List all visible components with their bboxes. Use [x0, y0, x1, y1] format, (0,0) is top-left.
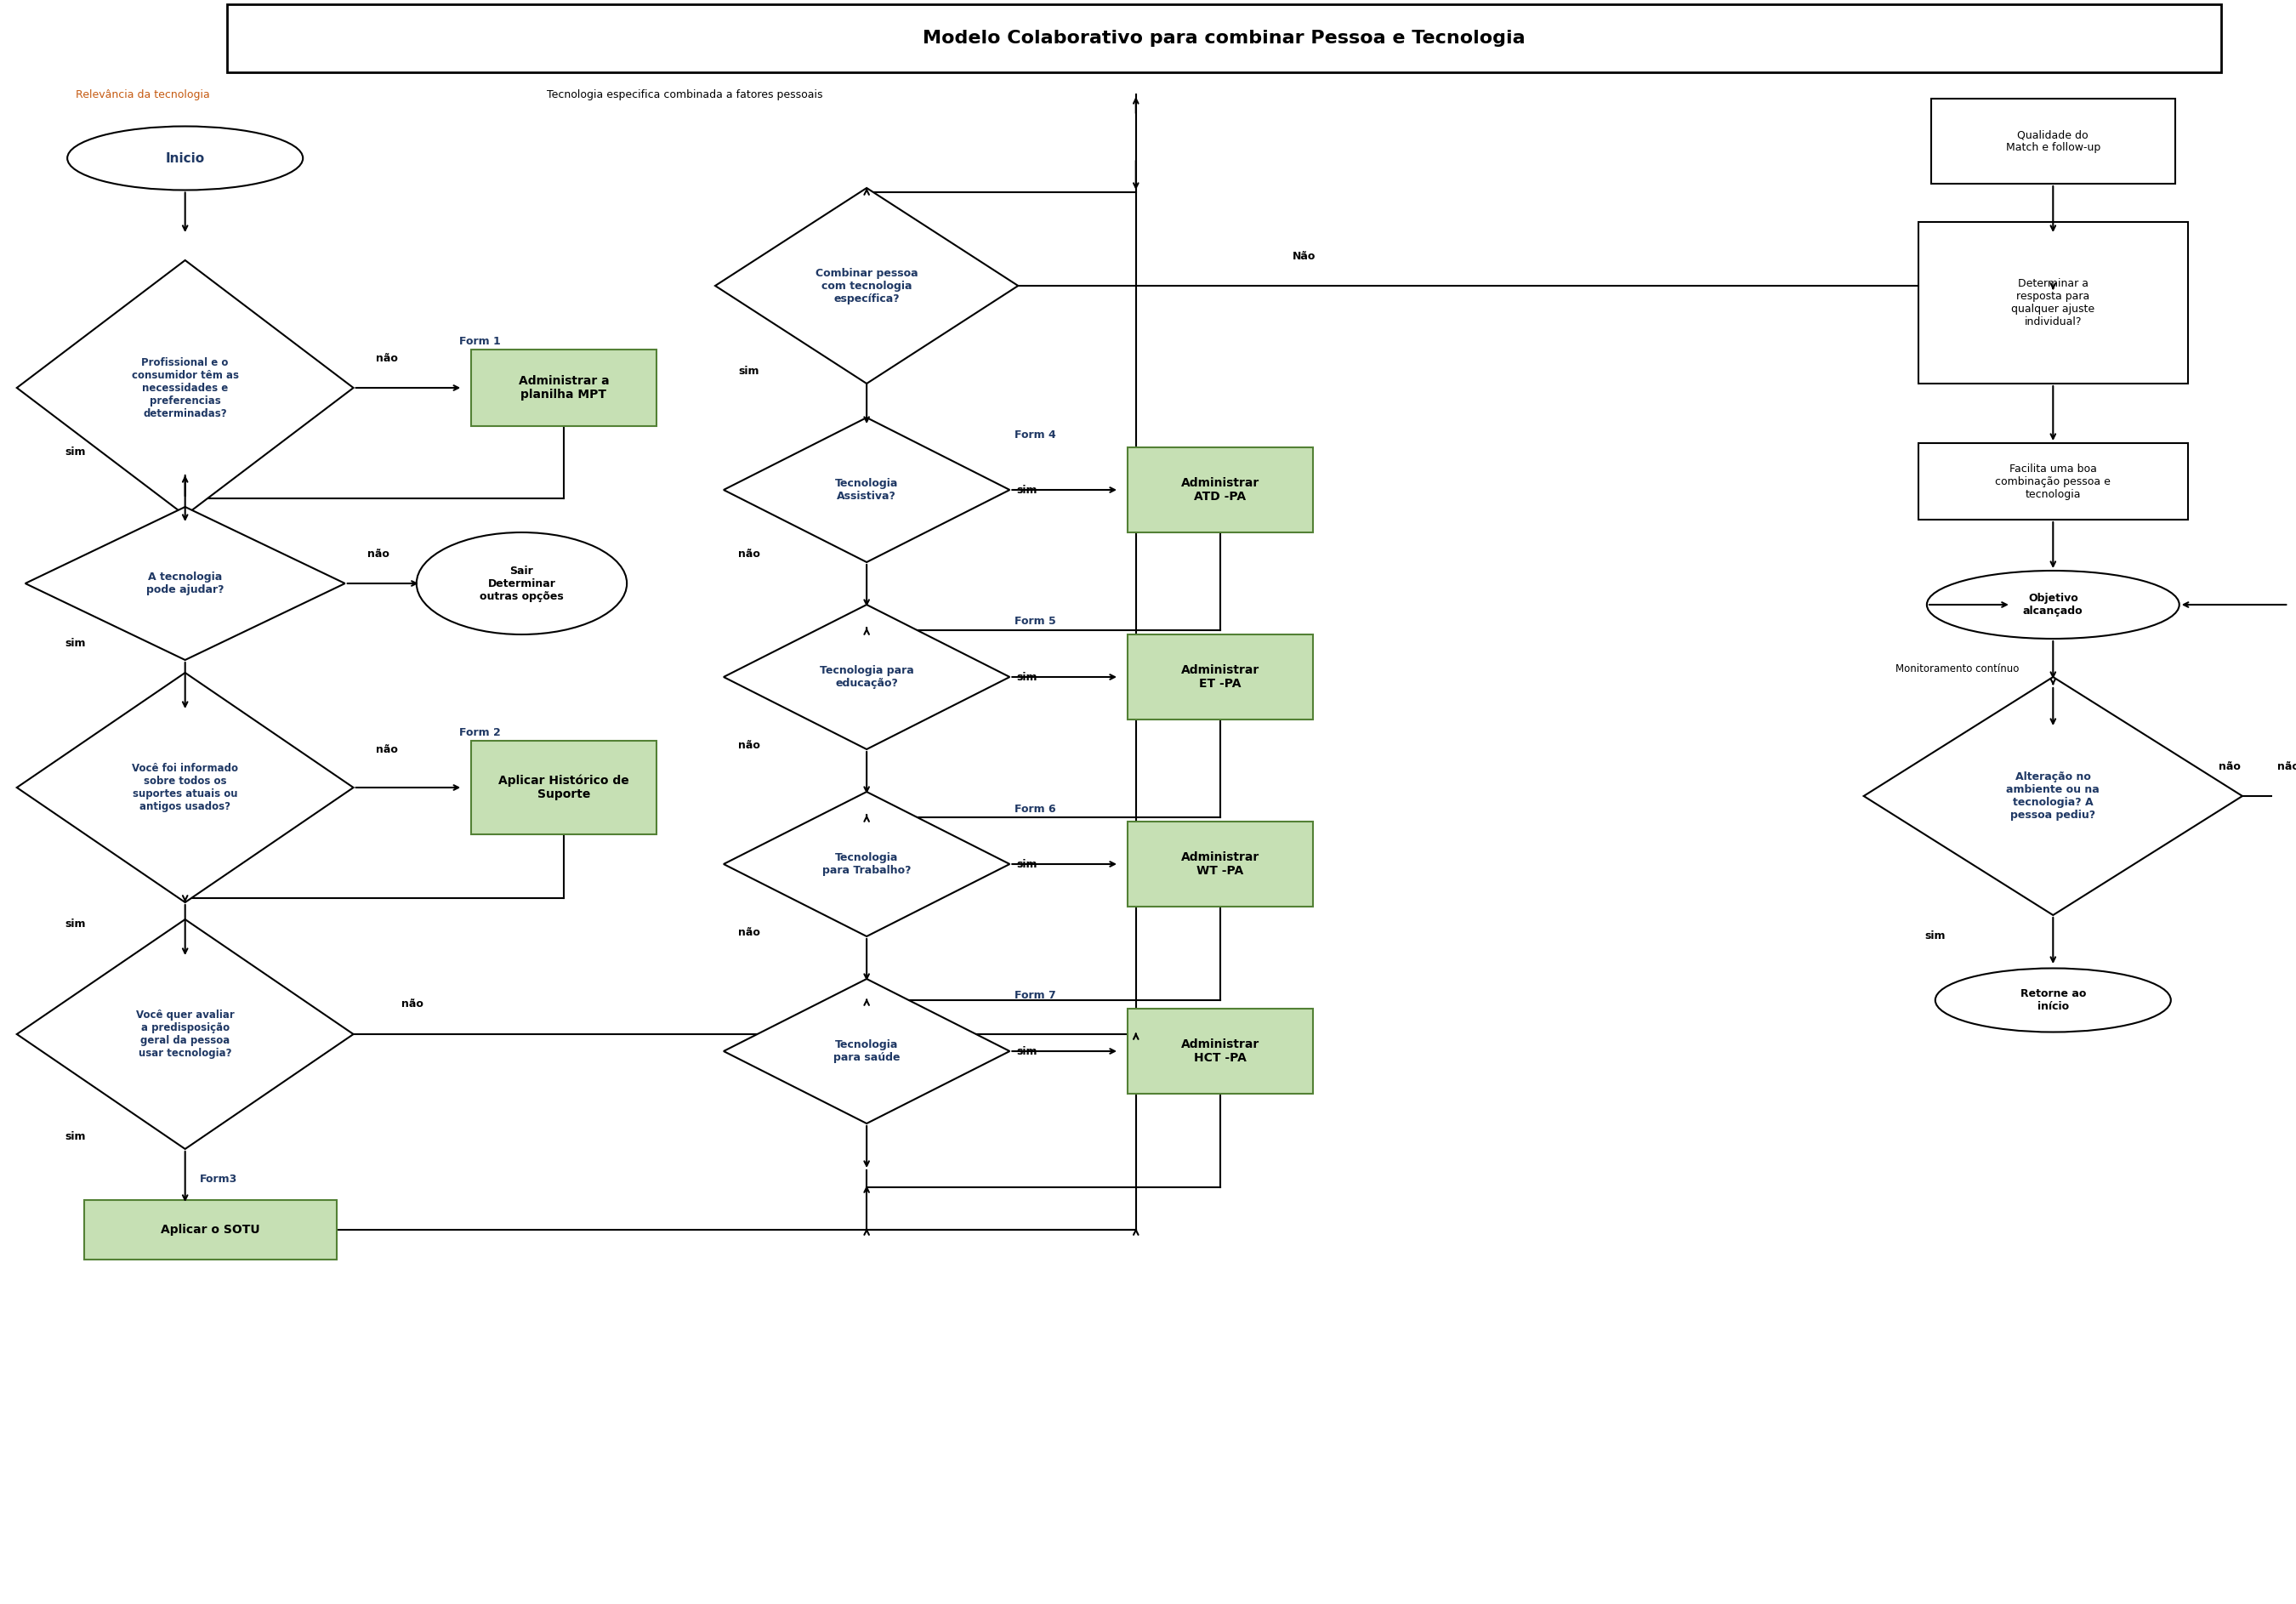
Polygon shape	[25, 507, 344, 659]
Text: Form 5: Form 5	[1015, 616, 1056, 627]
Ellipse shape	[67, 127, 303, 191]
Polygon shape	[723, 978, 1010, 1123]
Text: Modelo Colaborativo para combinar Pessoa e Tecnologia: Modelo Colaborativo para combinar Pessoa…	[923, 30, 1525, 47]
Text: Form3: Form3	[200, 1173, 236, 1184]
Text: Administrar a
planilha MPT: Administrar a planilha MPT	[519, 375, 608, 401]
FancyBboxPatch shape	[1127, 448, 1313, 533]
Text: Tecnologia especifica combinada a fatores pessoais: Tecnologia especifica combinada a fatore…	[546, 88, 822, 99]
Text: Form 2: Form 2	[459, 727, 501, 738]
Text: Monitoramento contínuo: Monitoramento contínuo	[1896, 662, 2020, 674]
Text: não: não	[377, 744, 397, 755]
Polygon shape	[16, 260, 354, 515]
Text: Você quer avaliar
a predisposição
geral da pessoa
usar tecnologia?: Você quer avaliar a predisposição geral …	[135, 1009, 234, 1059]
Text: Tecnologia
para saúde: Tecnologia para saúde	[833, 1039, 900, 1063]
Text: sim: sim	[64, 637, 87, 648]
Polygon shape	[723, 417, 1010, 561]
Text: Form 1: Form 1	[459, 335, 501, 346]
FancyBboxPatch shape	[1127, 1009, 1313, 1094]
Text: sim: sim	[64, 446, 87, 457]
Text: Tecnologia
para Trabalho?: Tecnologia para Trabalho?	[822, 852, 912, 876]
Text: Você foi informado
sobre todos os
suportes atuais ou
antigos usados?: Você foi informado sobre todos os suport…	[131, 764, 239, 812]
Text: Aplicar Histórico de
Suporte: Aplicar Histórico de Suporte	[498, 775, 629, 800]
Text: Não: Não	[1293, 250, 1316, 261]
Text: Qualidade do
Match e follow-up: Qualidade do Match e follow-up	[2007, 130, 2101, 152]
Text: Alteração no
ambiente ou na
tecnologia? A
pessoa pediu?: Alteração no ambiente ou na tecnologia? …	[2007, 772, 2101, 821]
Text: Relevância da tecnologia: Relevância da tecnologia	[76, 88, 209, 99]
Text: não: não	[737, 739, 760, 751]
Text: Form 7: Form 7	[1015, 990, 1056, 1001]
Text: Objetivo
alcançado: Objetivo alcançado	[2023, 593, 2082, 616]
Polygon shape	[723, 605, 1010, 749]
Text: Form 4: Form 4	[1015, 428, 1056, 439]
Polygon shape	[1864, 677, 2243, 916]
Text: Inicio: Inicio	[165, 152, 204, 165]
Text: Sair
Determinar
outras opções: Sair Determinar outras opções	[480, 565, 563, 602]
Text: Aplicar o SOTU: Aplicar o SOTU	[161, 1224, 259, 1235]
Text: sim: sim	[1017, 1046, 1038, 1057]
Text: não: não	[2218, 760, 2241, 772]
Text: Tecnologia para
educação?: Tecnologia para educação?	[820, 666, 914, 688]
Text: Administrar
ATD -PA: Administrar ATD -PA	[1180, 476, 1258, 502]
Text: sim: sim	[739, 366, 760, 377]
FancyBboxPatch shape	[1931, 99, 2174, 184]
Polygon shape	[16, 672, 354, 903]
Text: sim: sim	[64, 1131, 87, 1142]
Text: sim: sim	[1017, 672, 1038, 683]
Text: não: não	[737, 927, 760, 938]
FancyBboxPatch shape	[85, 1200, 338, 1259]
Text: Retorne ao
início: Retorne ao início	[2020, 988, 2087, 1012]
Text: Tecnologia
Assistiva?: Tecnologia Assistiva?	[836, 478, 898, 502]
Ellipse shape	[1936, 969, 2170, 1031]
Text: não: não	[2278, 760, 2296, 772]
Text: não: não	[377, 353, 397, 364]
Text: sim: sim	[64, 917, 87, 929]
Polygon shape	[723, 792, 1010, 937]
FancyBboxPatch shape	[1127, 635, 1313, 720]
FancyBboxPatch shape	[1127, 821, 1313, 906]
Text: Combinar pessoa
com tecnologia
específica?: Combinar pessoa com tecnologia específic…	[815, 268, 918, 305]
Text: não: não	[367, 549, 390, 560]
Polygon shape	[714, 188, 1017, 383]
Text: Profissional e o
consumidor têm as
necessidades e
preferencias
determinadas?: Profissional e o consumidor têm as neces…	[131, 356, 239, 419]
FancyBboxPatch shape	[1919, 443, 2188, 520]
FancyBboxPatch shape	[1919, 221, 2188, 383]
Ellipse shape	[1926, 571, 2179, 638]
FancyBboxPatch shape	[471, 741, 657, 834]
Text: Administrar
ET -PA: Administrar ET -PA	[1180, 664, 1258, 690]
Text: Administrar
WT -PA: Administrar WT -PA	[1180, 852, 1258, 877]
FancyBboxPatch shape	[227, 5, 2220, 72]
Text: sim: sim	[1017, 484, 1038, 496]
Text: Determinar a
resposta para
qualquer ajuste
individual?: Determinar a resposta para qualquer ajus…	[2011, 277, 2094, 327]
Text: não: não	[737, 549, 760, 560]
Text: A tecnologia
pode ajudar?: A tecnologia pode ajudar?	[147, 571, 225, 595]
Polygon shape	[16, 919, 354, 1148]
Text: não: não	[402, 999, 422, 1011]
Text: Form 6: Form 6	[1015, 804, 1056, 815]
FancyBboxPatch shape	[471, 350, 657, 427]
Text: Facilita uma boa
combinação pessoa e
tecnologia: Facilita uma boa combinação pessoa e tec…	[1995, 464, 2110, 500]
Text: sim: sim	[1924, 930, 1945, 942]
Text: sim: sim	[1017, 858, 1038, 869]
Text: Administrar
HCT -PA: Administrar HCT -PA	[1180, 1038, 1258, 1063]
Ellipse shape	[416, 533, 627, 635]
